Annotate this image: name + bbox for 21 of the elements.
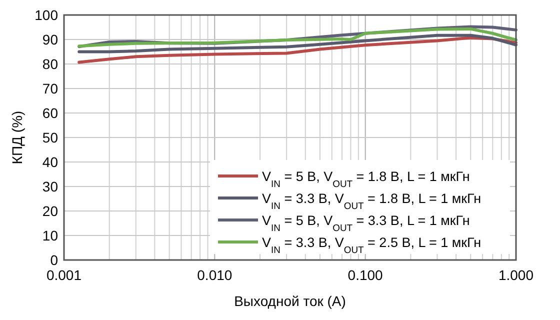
y-tick-label: 60	[42, 105, 58, 121]
y-tick-label: 80	[42, 56, 58, 72]
y-axis-title: КПД (%)	[9, 110, 25, 164]
legend-label: V$_{IN}$ = 3.3 В, V$_{OUT}$ = 2.5 В, L = 1 мкГн	[262, 235, 482, 256]
y-tick-label: 100	[34, 7, 58, 23]
y-tick-label: 40	[42, 154, 58, 170]
y-tick-label: 50	[42, 130, 58, 146]
x-axis-title: Выходной ток (A)	[234, 293, 346, 309]
x-tick-label: 0.001	[46, 267, 82, 283]
y-tick-label: 30	[42, 178, 58, 194]
legend-label: V$_{IN}$ = 3.3 В, V$_{OUT}$ = 1.8 В, L = 1 мкГн	[262, 191, 482, 212]
x-tick-label: 1.000	[498, 267, 534, 283]
y-tick-label: 90	[42, 32, 58, 48]
y-tick-label: 70	[42, 80, 58, 96]
legend-label: V$_{IN}$ = 5 В, V$_{OUT}$ = 1.8 В, L = 1 мкГн	[262, 169, 470, 190]
y-tick-label: 20	[42, 203, 58, 219]
x-tick-label: 0.010	[197, 267, 232, 283]
x-tick-label: 0.100	[348, 267, 384, 283]
legend-label: V$_{IN}$ = 5 В, V$_{OUT}$ = 3.3 В, L = 1 мкГн	[262, 213, 470, 234]
y-tick-label: 0	[50, 252, 58, 268]
y-tick-label: 10	[42, 228, 58, 244]
